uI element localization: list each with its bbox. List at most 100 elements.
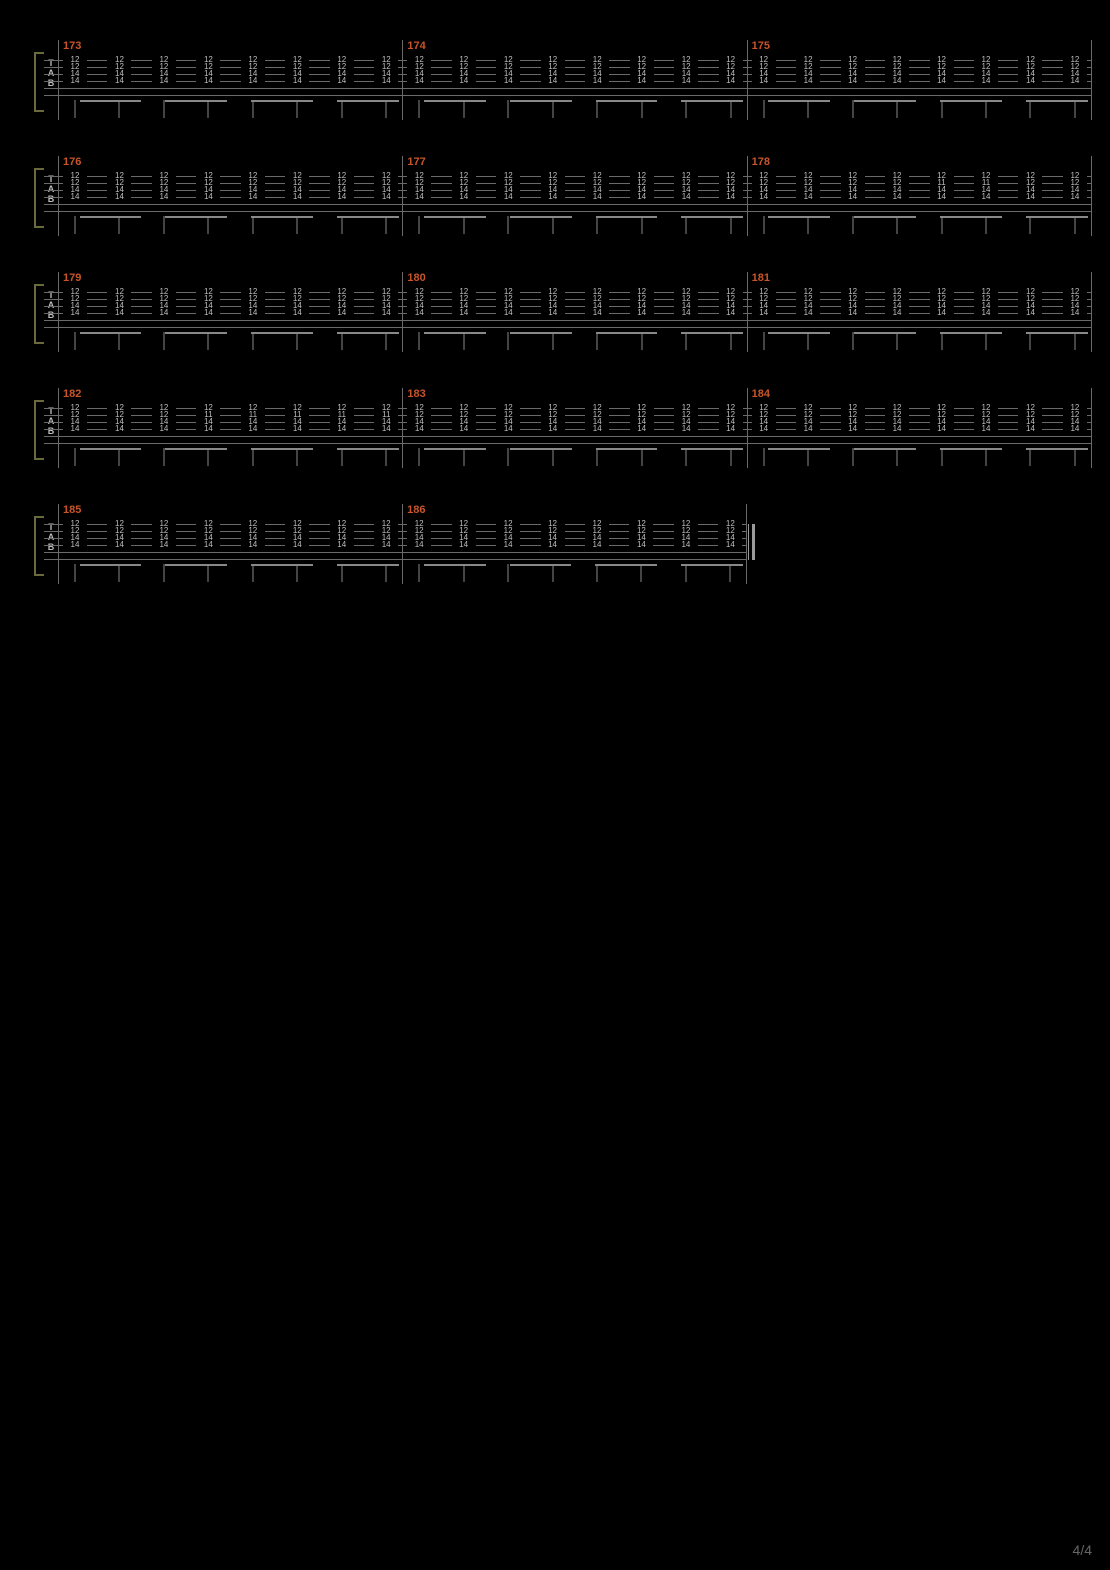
note-stem [119, 100, 120, 118]
measure-number: 186 [407, 504, 425, 516]
fret-number: 14 [841, 425, 865, 432]
measure-number: 181 [752, 272, 770, 284]
note-stem [641, 332, 642, 350]
fret-number: 14 [885, 425, 909, 432]
note-stem [75, 216, 76, 234]
note-stem [597, 332, 598, 350]
fret-number: 14 [330, 309, 354, 316]
beat: 12121414 [285, 520, 309, 548]
fret-number: 14 [719, 309, 743, 316]
note-beam [337, 332, 399, 334]
note-stem [897, 332, 898, 350]
fret-number: 14 [630, 425, 654, 432]
note-beam [768, 448, 830, 450]
fret-number: 14 [496, 193, 520, 200]
fret-number: 14 [674, 541, 698, 548]
fret-number: 14 [796, 193, 820, 200]
fret-number: 14 [930, 309, 954, 316]
note-stem [808, 332, 809, 350]
note-beam [596, 332, 658, 334]
fret-number: 14 [241, 77, 265, 84]
fret-number: 14 [1063, 77, 1087, 84]
beat: 12121414 [374, 56, 398, 84]
beat: 12121414 [374, 172, 398, 200]
beat: 12111414 [974, 172, 998, 200]
note-beam [510, 448, 572, 450]
note-beam [424, 448, 486, 450]
note-stem [463, 216, 464, 234]
fret-number: 14 [885, 309, 909, 316]
beat: 12121414 [841, 404, 865, 432]
measures: 1761212141412121414121214141212141412121… [58, 156, 1092, 236]
note-stem [852, 100, 853, 118]
beat: 12111414 [241, 404, 265, 432]
note-beam [510, 332, 572, 334]
beat: 12121414 [930, 56, 954, 84]
beat: 12121414 [1063, 288, 1087, 316]
tab-bracket [34, 52, 44, 112]
note-stem [386, 564, 387, 582]
beat: 12121414 [541, 172, 565, 200]
fret-number: 14 [452, 425, 476, 432]
note-stem [897, 216, 898, 234]
note-beam [510, 564, 572, 566]
measure: 1761212141412121414121214141212141412121… [58, 156, 403, 236]
fret-number: 14 [796, 425, 820, 432]
beat: 12121414 [374, 520, 398, 548]
note-beam [165, 332, 227, 334]
note-stem [386, 216, 387, 234]
note-stem [1074, 332, 1075, 350]
note-stem [386, 332, 387, 350]
beat: 12121414 [152, 288, 176, 316]
note-stem [463, 332, 464, 350]
beat: 12121414 [452, 404, 476, 432]
note-stem [341, 564, 342, 582]
beat: 12121414 [585, 404, 609, 432]
note-beam [1026, 448, 1088, 450]
note-stem [297, 332, 298, 350]
beat: 12121414 [541, 520, 565, 548]
beat: 12121414 [1018, 56, 1042, 84]
note-beam [510, 216, 572, 218]
note-beam [940, 100, 1002, 102]
fret-number: 14 [241, 309, 265, 316]
fret-number: 14 [585, 541, 609, 548]
beat: 12121414 [841, 172, 865, 200]
beat: 12121414 [107, 288, 131, 316]
fret-number: 14 [407, 77, 431, 84]
fret-number: 14 [330, 193, 354, 200]
note-stem [897, 448, 898, 466]
note-stem [852, 448, 853, 466]
note-beam [251, 100, 313, 102]
tab-row: TAB1761212141412121414121214141212141412… [44, 156, 1092, 236]
fret-number: 14 [1018, 309, 1042, 316]
beat: 12121414 [63, 288, 87, 316]
beat: 12121414 [841, 288, 865, 316]
note-stem [386, 448, 387, 466]
note-stem [941, 216, 942, 234]
tab-bracket [34, 284, 44, 344]
fret-number: 14 [152, 77, 176, 84]
note-stem [1030, 100, 1031, 118]
fret-number: 14 [196, 77, 220, 84]
note-stem [852, 216, 853, 234]
note-beam [165, 100, 227, 102]
beats: 1212141412121414121214141212141412121414… [407, 520, 742, 548]
note-beam [251, 448, 313, 450]
fret-number: 14 [752, 309, 776, 316]
beat: 12121414 [107, 404, 131, 432]
beat: 12121414 [496, 520, 520, 548]
beat: 12121414 [674, 404, 698, 432]
beat: 12121414 [752, 172, 776, 200]
note-stem [508, 100, 509, 118]
beat: 12121414 [630, 288, 654, 316]
fret-number: 14 [1018, 425, 1042, 432]
note-beam [165, 216, 227, 218]
beat: 12121414 [107, 56, 131, 84]
beat: 12121414 [974, 404, 998, 432]
note-stem [208, 100, 209, 118]
beat: 12121414 [629, 520, 653, 548]
note-beam [424, 332, 486, 334]
note-stem [730, 448, 731, 466]
note-stem [163, 332, 164, 350]
